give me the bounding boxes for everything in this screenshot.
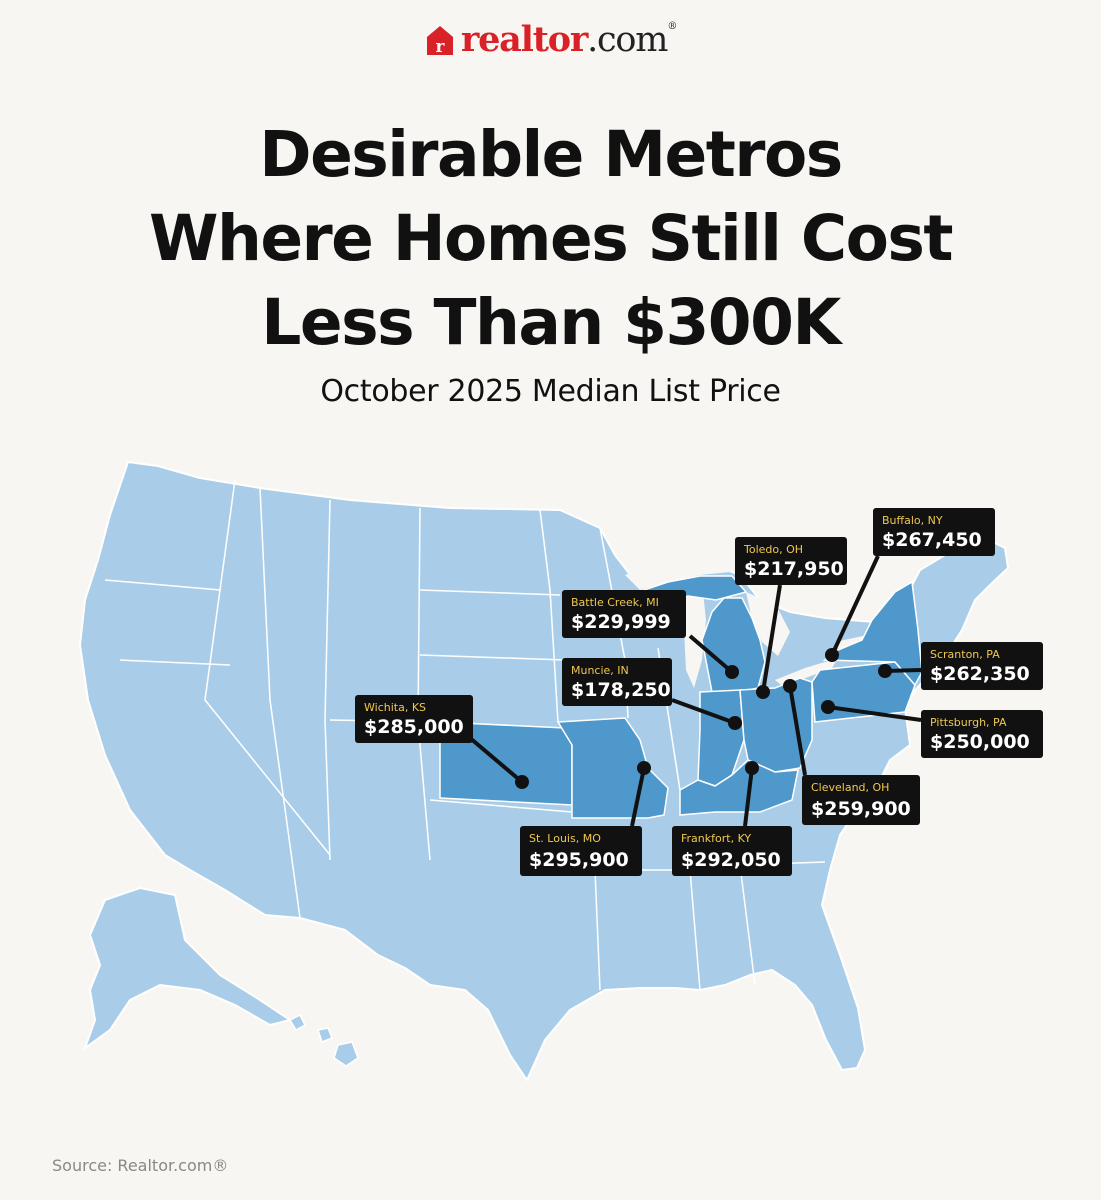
metro-dot <box>821 700 835 714</box>
metro-dot <box>728 716 742 730</box>
metro-price-label: $292,050 <box>681 849 781 871</box>
metro-callout-muncie: Muncie, IN $178,250 <box>562 658 742 730</box>
metro-price-label: $267,450 <box>882 529 982 551</box>
metro-city-label: Frankfort, KY <box>681 832 751 845</box>
metro-city-label: Buffalo, NY <box>882 514 943 527</box>
metro-callout-pittsburgh: Pittsburgh, PA $250,000 <box>821 700 1043 758</box>
metro-city-label: Cleveland, OH <box>811 781 889 794</box>
metro-label-box <box>735 537 847 585</box>
metro-city-label: Scranton, PA <box>930 648 1000 661</box>
metro-label-box <box>672 826 792 876</box>
metro-price-label: $229,999 <box>571 611 671 633</box>
title-line-2: Where Homes Still Cost <box>149 202 953 275</box>
logo-wordmark: realtor.com® <box>460 19 677 60</box>
metro-callout-toledo: Toledo, OH $217,950 <box>735 537 847 699</box>
callout-leader-line <box>688 634 734 674</box>
callout-leader-line <box>761 584 782 693</box>
metro-label-box <box>520 826 642 876</box>
metro-dot <box>515 775 529 789</box>
callout-leader-line <box>468 736 524 784</box>
metro-dot <box>725 665 739 679</box>
callout-leader-line <box>743 767 754 827</box>
callout-leader-line <box>788 685 807 776</box>
metro-dot <box>825 648 839 662</box>
metro-dot <box>783 679 797 693</box>
metro-label-box <box>562 658 672 706</box>
callout-leader-line <box>830 555 880 656</box>
metro-callout-frankfort: Frankfort, KY $292,050 <box>672 761 792 876</box>
metro-price-label: $178,250 <box>571 679 671 701</box>
callout-leader-line <box>671 698 736 725</box>
metro-price-label: $285,000 <box>364 716 464 738</box>
metro-price-label: $250,000 <box>930 731 1030 753</box>
metro-label-box <box>355 695 473 743</box>
alaska-shape <box>82 886 293 1051</box>
callout-leader-line <box>827 705 922 722</box>
lake-huron <box>746 592 790 656</box>
realtor-logo: r realtor.com® <box>0 22 1101 58</box>
source-note: Source: Realtor.com® <box>52 1156 229 1175</box>
metro-dot <box>878 664 892 678</box>
logo-word-part2: .com <box>587 20 668 60</box>
metro-price-label: $262,350 <box>930 663 1030 685</box>
lake-superior <box>625 552 735 590</box>
metro-label-box <box>921 710 1043 758</box>
house-r-icon: r <box>426 26 453 57</box>
metro-label-box <box>921 642 1043 690</box>
metro-label-box <box>562 590 686 638</box>
lake-michigan <box>684 582 706 688</box>
hawaii-shape <box>288 1013 359 1067</box>
metro-city-label: Muncie, IN <box>571 664 629 677</box>
title-line-1: Desirable Metros <box>259 118 843 191</box>
state-kentucky <box>679 759 799 816</box>
metro-callout-buffalo: Buffalo, NY $267,450 <box>825 508 995 662</box>
title-line-3: Less Than $300K <box>261 286 841 359</box>
metro-city-label: Battle Creek, MI <box>571 596 659 609</box>
metro-dot <box>745 761 759 775</box>
registered-mark: ® <box>667 21 677 32</box>
svg-text:r: r <box>435 37 445 57</box>
metro-price-label: $217,950 <box>744 558 844 580</box>
metro-callout-cleveland: Cleveland, OH $259,900 <box>783 679 920 825</box>
page-title: Desirable Metros Where Homes Still Cost … <box>0 113 1101 365</box>
metro-dot <box>637 761 651 775</box>
metro-markers: Wichita, KS $285,000 Battle Creek, MI $229,… <box>355 508 1043 876</box>
metro-dot <box>756 685 770 699</box>
state-new-york <box>822 580 923 687</box>
metro-callout-st-louis: St. Louis, MO $295,900 <box>520 761 651 876</box>
metro-price-label: $259,900 <box>811 798 911 820</box>
map-subtitle: October 2025 Median List Price <box>320 374 781 409</box>
metro-callout-wichita: Wichita, KS $285,000 <box>355 695 529 789</box>
metro-city-label: St. Louis, MO <box>529 832 601 845</box>
callout-leader-line <box>630 767 646 827</box>
metro-label-box <box>873 508 995 556</box>
metro-callout-battle-creek: Battle Creek, MI $229,999 <box>562 590 739 679</box>
metro-city-label: Toledo, OH <box>743 543 803 556</box>
metro-callout-scranton: Scranton, PA $262,350 <box>878 642 1043 690</box>
logo-word-part1: realtor <box>460 19 588 60</box>
metro-price-label: $295,900 <box>529 849 629 871</box>
metro-city-label: Wichita, KS <box>364 701 426 714</box>
metro-label-box <box>802 775 920 825</box>
metro-city-label: Pittsburgh, PA <box>930 716 1007 729</box>
